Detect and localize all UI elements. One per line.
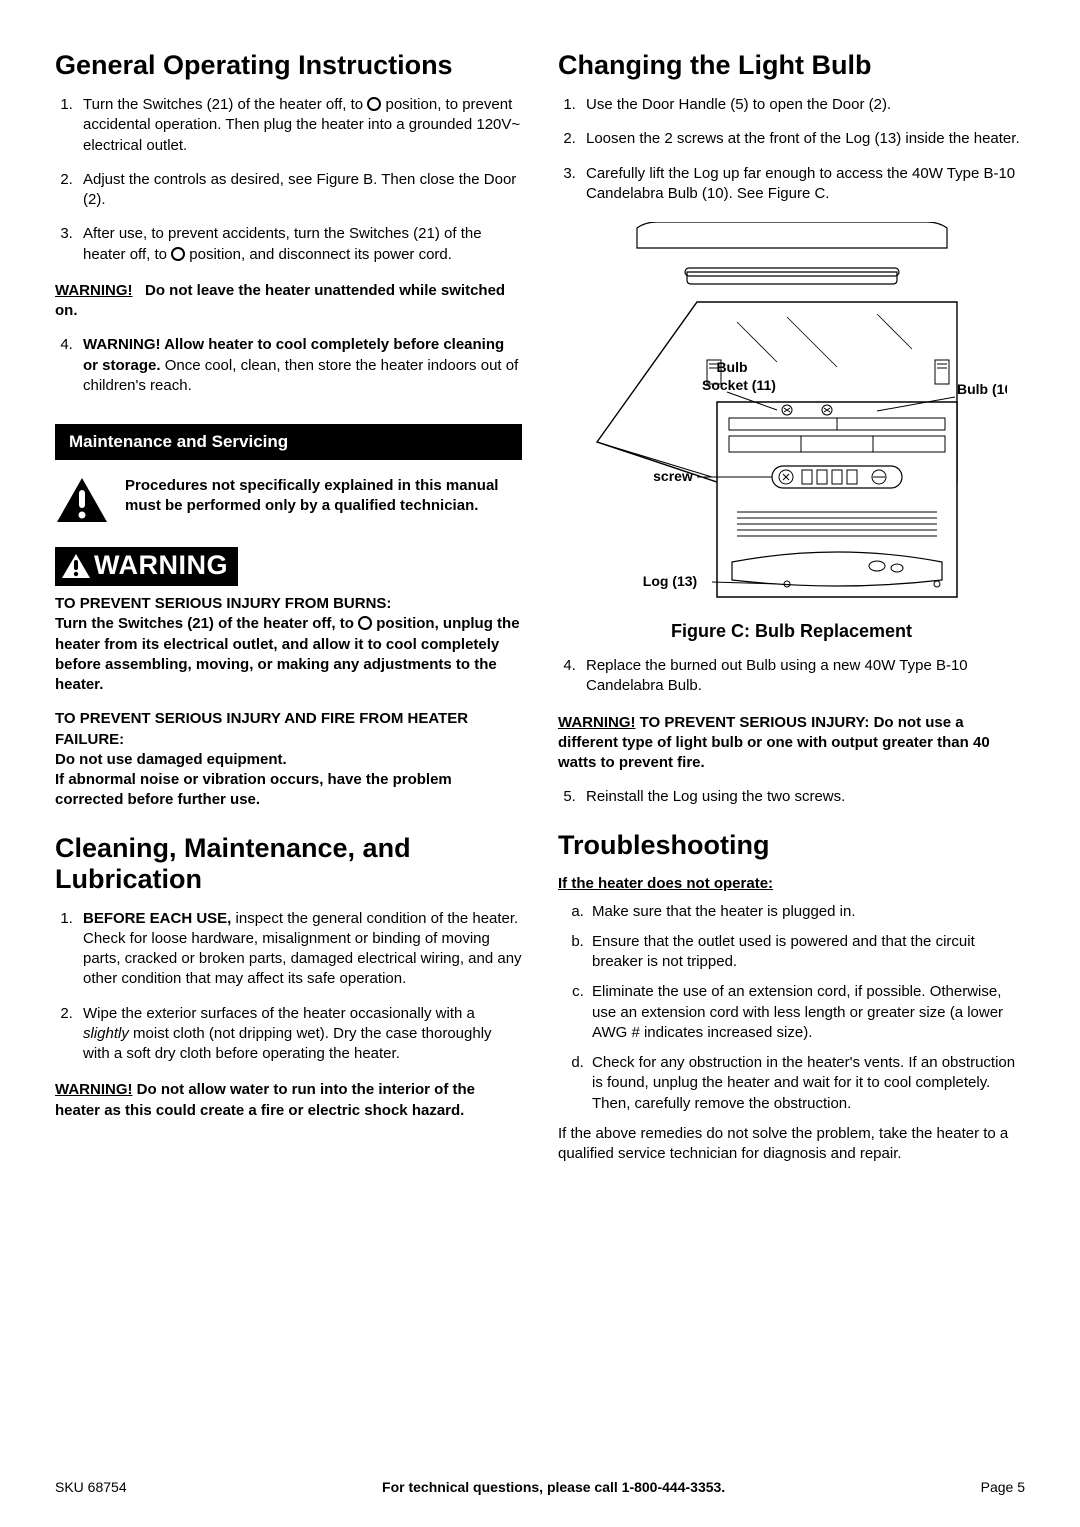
warning-water: WARNING! Do not allow water to run into … [55,1080,522,1121]
bulb-steps: Use the Door Handle (5) to open the Door… [558,95,1025,204]
bulb-step-4: Replace the burned out Bulb using a new … [580,656,1025,697]
bulb-steps-cont: Replace the burned out Bulb using a new … [558,656,1025,697]
bulb-steps-cont2: Reinstall the Log using the two screws. [558,787,1025,807]
check-d: Check for any obstruction in the heater'… [588,1053,1025,1114]
label-log: Log (13) [642,573,696,589]
check-c: Eliminate the use of an extension cord, … [588,982,1025,1043]
figure-caption: Figure C: Bulb Replacement [558,621,1025,642]
maintenance-heading: Maintenance and Servicing [55,424,522,460]
off-symbol [171,247,185,261]
check-b: Ensure that the outlet used is powered a… [588,932,1025,973]
page-footer: SKU 68754 For technical questions, pleas… [55,1479,1025,1495]
step-3: After use, to prevent accidents, turn th… [77,224,522,265]
alert-triangle-icon [61,553,91,579]
label-bulb-socket: Socket (11) [702,377,776,393]
warning-unattended: WARNING! Do not leave the heater unatten… [55,281,522,322]
operating-steps: Turn the Switches (21) of the heater off… [55,95,522,265]
heading-light-bulb: Changing the Light Bulb [558,50,1025,81]
warning-bulb-type: WARNING! TO PREVENT SERIOUS INJURY: Do n… [558,713,1025,774]
right-column: Changing the Light Bulb Use the Door Han… [558,50,1025,1176]
bulb-step-2: Loosen the 2 screws at the front of the … [580,129,1025,149]
bulb-step-5: Reinstall the Log using the two screws. [580,787,1025,807]
troubleshoot-subhead: If the heater does not operate: [558,875,1025,892]
bulb-step-1: Use the Door Handle (5) to open the Door… [580,95,1025,115]
off-symbol [367,97,381,111]
heading-cleaning: Cleaning, Maintenance, and Lubrication [55,833,522,895]
step-1: Turn the Switches (21) of the heater off… [77,95,522,156]
clean-step-1: BEFORE EACH USE, inspect the general con… [77,909,522,990]
figure-c-illustration: Bulb Socket (11) Bulb (10) screw Log (13… [558,222,1025,607]
cleaning-steps: BEFORE EACH USE, inspect the general con… [55,909,522,1065]
alert-triangle-icon [55,476,109,529]
warning-burns: TO PREVENT SERIOUS INJURY FROM BURNS: Tu… [55,594,522,695]
label-screw: screw [653,468,693,484]
clean-step-2: Wipe the exterior surfaces of the heater… [77,1004,522,1065]
left-column: General Operating Instructions Turn the … [55,50,522,1176]
step-2: Adjust the controls as desired, see Figu… [77,170,522,211]
footer-page: Page 5 [981,1479,1025,1495]
troubleshoot-checks: Make sure that the heater is plugged in.… [558,902,1025,1114]
check-a: Make sure that the heater is plugged in. [588,902,1025,922]
heading-troubleshooting: Troubleshooting [558,830,1025,861]
bulb-step-3: Carefully lift the Log up far enough to … [580,164,1025,205]
svg-text:Bulb: Bulb [716,359,747,375]
qualified-technician-note: Procedures not specifically explained in… [55,476,522,529]
warning-failure: TO PREVENT SERIOUS INJURY AND FIRE FROM … [55,709,522,810]
label-bulb: Bulb (10) [957,381,1007,397]
footer-phone: For technical questions, please call 1-8… [127,1479,981,1495]
heading-general-operating: General Operating Instructions [55,50,522,81]
operating-steps-cont: WARNING! Allow heater to cool completely… [55,335,522,396]
troubleshoot-closing: If the above remedies do not solve the p… [558,1124,1025,1165]
off-symbol [358,616,372,630]
warning-box: WARNING [55,547,238,586]
footer-sku: SKU 68754 [55,1479,127,1495]
step-4: WARNING! Allow heater to cool completely… [77,335,522,396]
